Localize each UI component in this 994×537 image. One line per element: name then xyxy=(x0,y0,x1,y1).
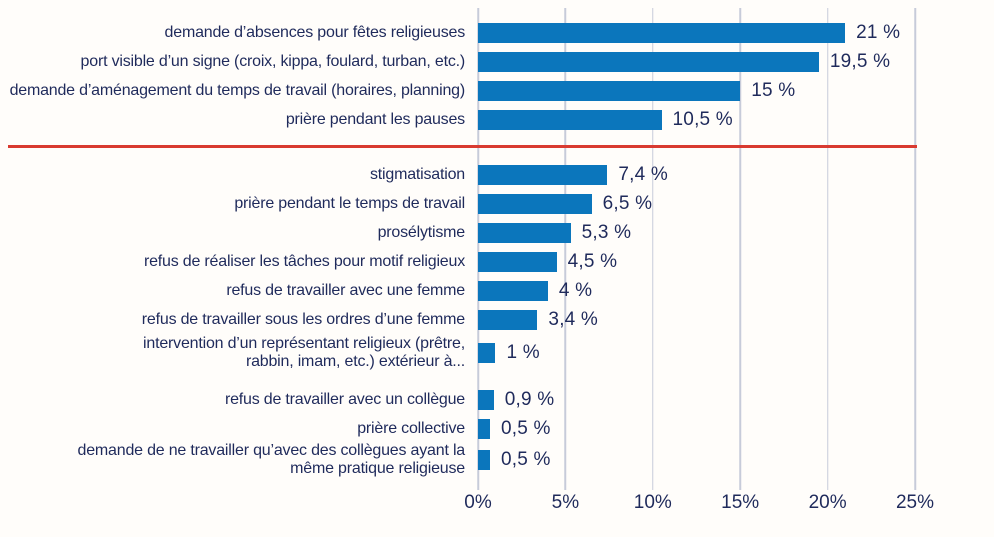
bar xyxy=(478,81,741,101)
value-label: 0,9 % xyxy=(504,389,555,410)
x-tick-label: 20% xyxy=(808,492,847,513)
value-label: 0,5 % xyxy=(501,449,551,470)
category-label: demande d’aménagement du temps de travai… xyxy=(0,82,466,100)
category-label-text: prosélytisme xyxy=(377,224,466,241)
x-axis: 0% 5% 10% 15% 20% 25% xyxy=(0,492,994,516)
category-label-text: refus de réaliser les tâches pour motif … xyxy=(143,253,465,270)
category-label: prosélytisme xyxy=(0,224,466,242)
bar xyxy=(478,23,846,43)
category-label-text: intervention d’un représentant religieux… xyxy=(143,335,465,370)
bar-row: refus de travailler avec une femme 4 % xyxy=(0,277,994,306)
bar xyxy=(478,194,592,214)
bar-row: refus de travailler avec un collègue 0,9… xyxy=(0,386,994,415)
gridline-15pct xyxy=(739,8,741,490)
value-label: 0,5 % xyxy=(501,418,551,439)
category-label-text: demande d’absences pour fêtes religieuse… xyxy=(164,24,466,41)
bar xyxy=(478,450,490,470)
value-label: 1 % xyxy=(506,342,540,363)
value-label: 7,4 % xyxy=(618,164,668,185)
gridline-group xyxy=(477,8,916,490)
bar xyxy=(478,252,557,272)
bar xyxy=(478,110,662,130)
bar-row: prière pendant les pauses 10,5 % xyxy=(0,106,994,135)
category-label-text: prière pendant le temps de travail xyxy=(234,195,465,212)
value-label: 21 % xyxy=(856,22,901,43)
category-label: refus de travailler sous les ordres d’un… xyxy=(0,311,465,329)
value-label: 19,5 % xyxy=(829,51,891,72)
bar-row: port visible d’un signe (croix, kippa, f… xyxy=(0,48,994,77)
category-label: refus de réaliser les tâches pour motif … xyxy=(0,253,465,271)
bar xyxy=(478,281,548,301)
value-label: 4 % xyxy=(558,280,593,301)
category-label-text: prière collective xyxy=(357,420,465,437)
value-label: 10,5 % xyxy=(672,109,733,130)
category-label: demande d’absences pour fêtes religieuse… xyxy=(0,24,466,42)
category-label-text: refus de travailler avec un collègue xyxy=(224,391,465,408)
value-label: 6,5 % xyxy=(602,193,653,214)
bar xyxy=(478,343,496,363)
value-label: 3,4 % xyxy=(548,309,599,330)
bar-row: prosélytisme 5,3 % xyxy=(0,219,994,248)
gridline-0pct xyxy=(477,8,479,490)
bar-row: refus de travailler sous les ordres d’un… xyxy=(0,306,994,335)
bar-row: demande de ne travailler qu’avec des col… xyxy=(0,437,994,483)
value-label: 15 % xyxy=(751,80,796,101)
category-label: prière pendant les pauses xyxy=(0,111,465,129)
bar-row: stigmatisation 7,4 % xyxy=(0,161,994,190)
category-label-text: refus de travailler avec une femme xyxy=(226,282,465,299)
section-divider-line xyxy=(8,144,917,148)
category-label: refus de travailler avec un collègue xyxy=(0,391,465,409)
value-label: 4,5 % xyxy=(567,251,618,272)
x-tick-label: 0% xyxy=(464,492,492,513)
bar xyxy=(478,419,490,439)
category-label: refus de travailler avec une femme xyxy=(0,282,465,300)
bar xyxy=(478,165,608,185)
gridline-25pct xyxy=(914,8,916,490)
bar-row: intervention d’un représentant religieux… xyxy=(0,330,994,376)
gridline-20pct xyxy=(826,8,829,490)
bar-row: prière pendant le temps de travail 6,5 % xyxy=(0,190,994,219)
category-label-text: demande de ne travailler qu’avec des col… xyxy=(77,442,466,477)
value-label: 5,3 % xyxy=(581,222,632,243)
category-label-text: refus de travailler sous les ordres d’un… xyxy=(141,311,465,328)
x-tick-label: 25% xyxy=(895,492,935,513)
bar xyxy=(478,310,538,330)
category-label: prière pendant le temps de travail xyxy=(0,195,465,213)
category-label-text: prière pendant les pauses xyxy=(285,111,465,128)
x-tick-label: 10% xyxy=(633,492,672,513)
bar-row: prière collective 0,5 % xyxy=(0,415,994,444)
bar-row: refus de réaliser les tâches pour motif … xyxy=(0,248,994,277)
category-label: stigmatisation xyxy=(0,166,465,184)
category-label: demande de ne travailler qu’avec des col… xyxy=(0,442,466,478)
bar-row: demande d’absences pour fêtes religieuse… xyxy=(0,19,994,48)
category-label: prière collective xyxy=(0,420,465,438)
category-label-text: demande d’aménagement du temps de travai… xyxy=(9,82,466,99)
gridline-5pct xyxy=(564,8,567,490)
bar xyxy=(478,52,819,72)
bar xyxy=(478,223,571,243)
category-label: port visible d’un signe (croix, kippa, f… xyxy=(0,53,466,71)
x-tick-label: 5% xyxy=(551,492,580,513)
bar-row: demande d’aménagement du temps de travai… xyxy=(0,77,994,106)
category-label-text: port visible d’un signe (croix, kippa, f… xyxy=(80,53,466,70)
x-tick-label: 15% xyxy=(721,492,760,513)
bar xyxy=(478,390,494,410)
gridline-10pct xyxy=(652,8,654,490)
category-label: intervention d’un représentant religieux… xyxy=(0,335,465,371)
category-label-text: stigmatisation xyxy=(369,166,465,183)
